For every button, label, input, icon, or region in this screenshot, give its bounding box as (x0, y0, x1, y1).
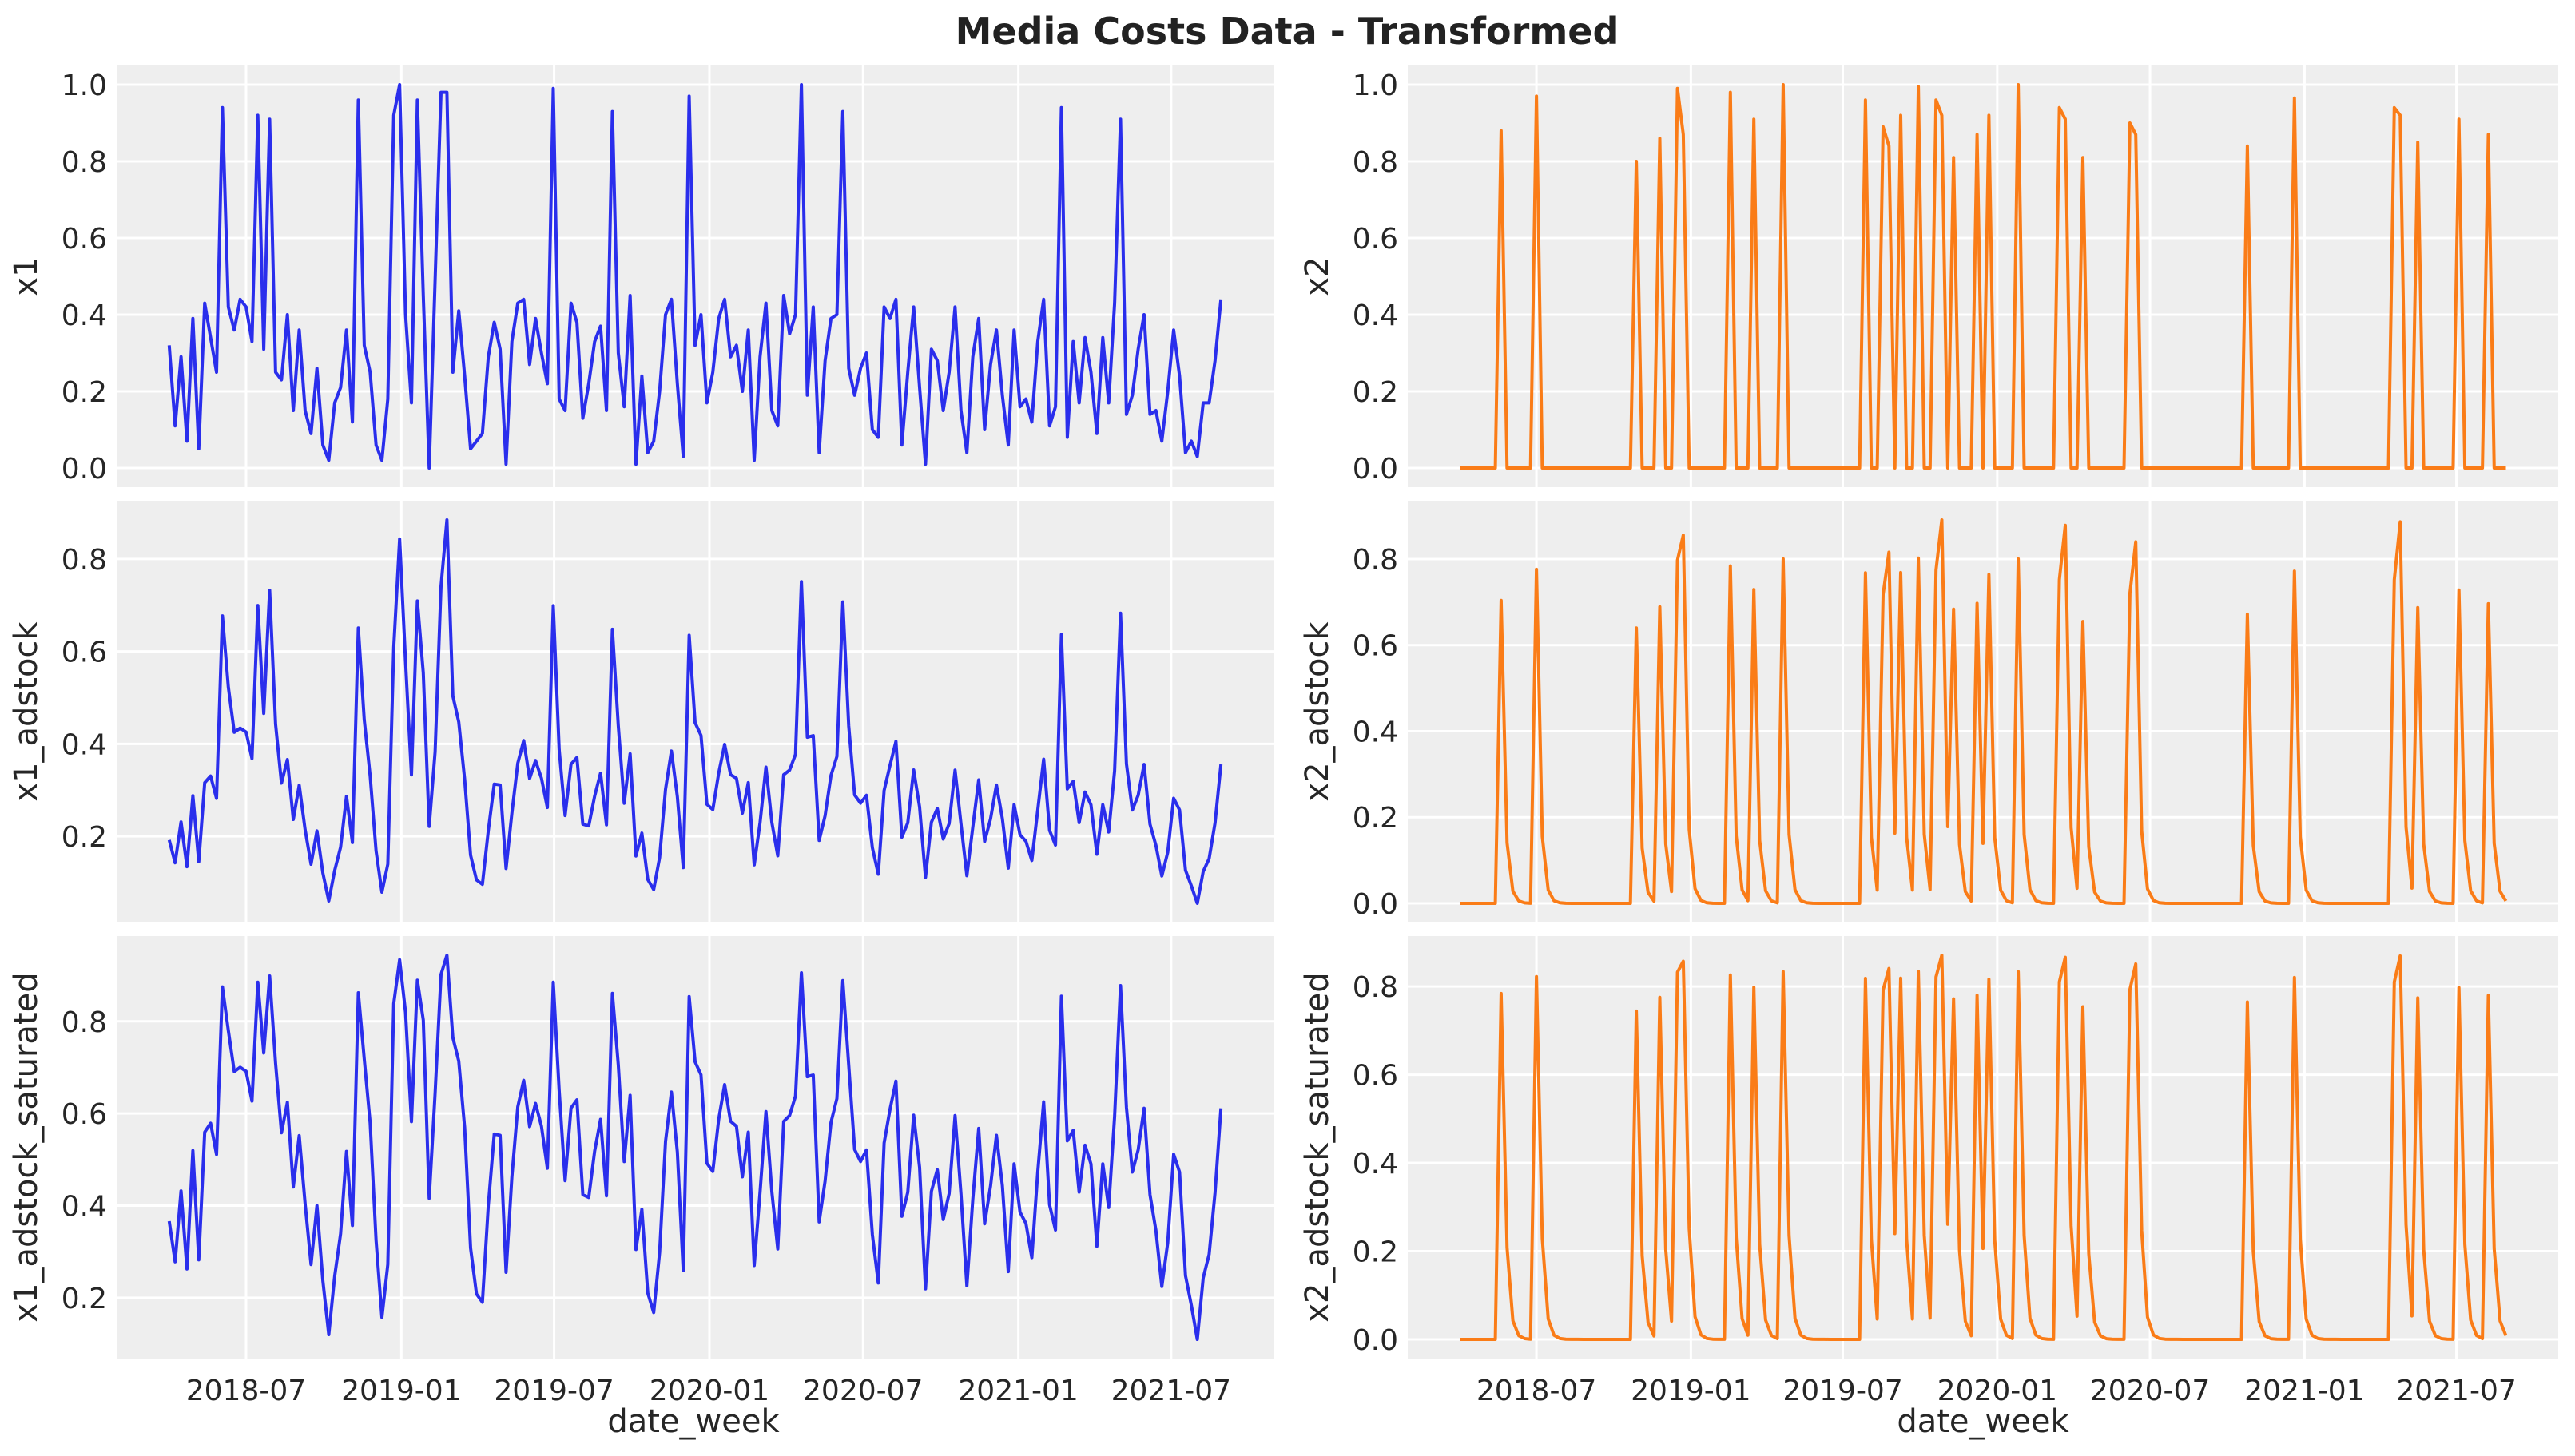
x-tick-label: 2018-07 (186, 1375, 306, 1407)
y-tick-label: 0.4 (62, 728, 107, 761)
y-tick-label: 0.6 (62, 1098, 107, 1131)
y-tick-label: 1.0 (1353, 69, 1398, 102)
x-tick-label: 2020-01 (650, 1375, 769, 1407)
y-tick-label: 0.4 (62, 300, 107, 332)
x-tick-label: 2021-01 (958, 1375, 1078, 1407)
y-tick-label: 0.2 (1353, 1236, 1398, 1269)
y-tick-label: 0.8 (62, 146, 107, 179)
y-tick-label: 0.2 (62, 376, 107, 409)
y-axis-label: x1 (8, 256, 45, 296)
y-tick-label: 0.0 (62, 453, 107, 486)
y-tick-label: 0.4 (1353, 716, 1398, 748)
y-axis-label: x1_adstock_saturated (8, 972, 45, 1322)
subplot-x2_adstock: 0.0 0.2 0.4 0.6 0.8 x2_adstock (1299, 501, 2558, 922)
plot-area (117, 65, 1274, 487)
x-tick-label: 2018-07 (1476, 1375, 1596, 1407)
y-tick-label: 0.8 (1353, 146, 1398, 179)
x-tick-label: 2019-07 (1782, 1375, 1902, 1407)
series-line-x1_adstock_saturated (167, 954, 1223, 1341)
y-tick-label: 0.2 (1353, 802, 1398, 835)
y-tick-label: 0.6 (1353, 223, 1398, 256)
y-tick-label: 1.0 (62, 69, 107, 102)
y-tick-label: 0.6 (1353, 1060, 1398, 1093)
x-tick-label: 2019-07 (494, 1375, 614, 1407)
subplot-x1_adstock_saturated: 2018-07 2019-01 2019-07 2020-01 2020-07 2021-… (8, 936, 1274, 1407)
y-tick-label: 0.4 (1353, 1148, 1398, 1180)
y-tick-label: 0.8 (1353, 971, 1398, 1004)
x-tick-label: 2021-01 (2244, 1375, 2364, 1407)
x-tick-label: 2020-07 (2090, 1375, 2210, 1407)
y-axis-label: x2 (1299, 256, 1336, 296)
y-tick-label: 0.8 (1353, 544, 1398, 577)
subplot-x2_adstock_saturated: 2018-07 2019-01 2019-07 2020-01 2020-07 2021-… (1299, 936, 2558, 1407)
plot-area (1408, 501, 2558, 922)
plot-area (1408, 936, 2558, 1359)
series-line-x2_adstock_saturated (1460, 954, 2508, 1341)
subplot-x2: 0.0 0.2 0.4 0.6 0.8 1.0 x2 (1299, 65, 2558, 487)
x-tick-label: 2019-01 (341, 1375, 461, 1407)
y-tick-label: 0.8 (62, 1006, 107, 1039)
plot-area (117, 936, 1274, 1359)
x-tick-label: 2021-07 (1111, 1375, 1231, 1407)
series-line-x1_adstock (167, 518, 1223, 905)
y-axis-label: x1_adstock (8, 621, 45, 802)
subplots: 0.0 0.2 0.4 0.6 0.8 1.0 x1 0.0 0.2 0.4 0.6 0.8 1.0 x2… (8, 65, 2558, 1407)
y-axis-label: x2_adstock_saturated (1299, 972, 1336, 1322)
subplot-x1_adstock: 0.2 0.4 0.6 0.8 x1_adstock (8, 501, 1274, 922)
y-tick-label: 0.4 (1353, 300, 1398, 332)
x-tick-label: 2020-01 (1937, 1375, 2057, 1407)
x-tick-label: 2021-07 (2396, 1375, 2516, 1407)
x-tick-label: 2019-01 (1631, 1375, 1750, 1407)
series-line-x1 (167, 83, 1223, 470)
y-tick-label: 0.2 (1353, 376, 1398, 409)
chart-title: Media Costs Data - Transformed (956, 10, 1619, 53)
x-axis-label-left: date_week (607, 1403, 780, 1440)
y-tick-label: 0.8 (62, 544, 107, 577)
y-tick-label: 0.6 (62, 637, 107, 669)
y-tick-label: 0.2 (62, 1283, 107, 1315)
series-line-x2 (1460, 83, 2506, 470)
y-tick-label: 0.0 (1353, 888, 1398, 921)
y-tick-label: 0.6 (62, 223, 107, 256)
x-axis-label-right: date_week (1897, 1403, 2069, 1440)
y-tick-label: 0.0 (1353, 1324, 1398, 1357)
y-tick-label: 0.4 (62, 1191, 107, 1224)
y-tick-label: 0.2 (62, 821, 107, 854)
y-tick-label: 0.0 (1353, 453, 1398, 486)
series-line-x2_adstock (1460, 518, 2508, 905)
y-tick-label: 0.6 (1353, 630, 1398, 663)
y-axis-label: x2_adstock (1299, 621, 1336, 802)
subplot-x1: 0.0 0.2 0.4 0.6 0.8 1.0 x1 (8, 65, 1274, 487)
x-tick-label: 2020-07 (803, 1375, 923, 1407)
